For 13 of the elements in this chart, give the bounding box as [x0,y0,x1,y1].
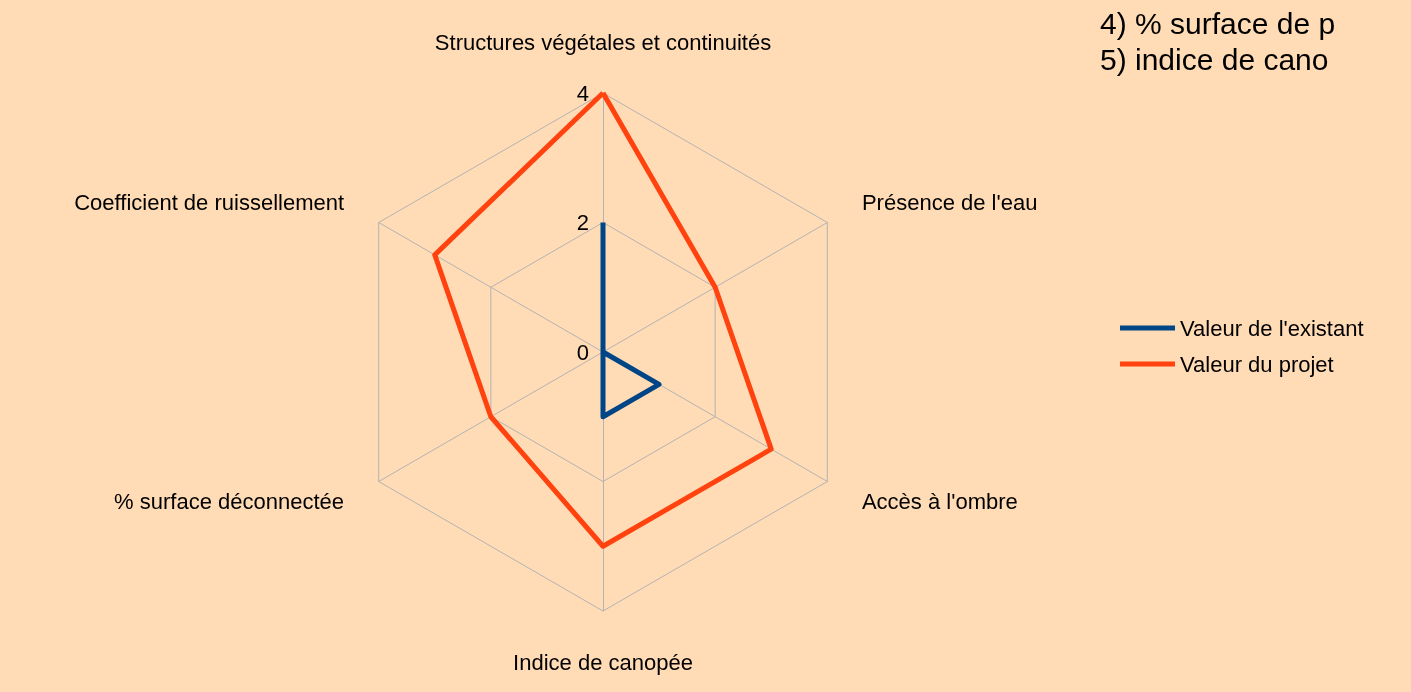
spoke-label: Accès à l'ombre [861,489,1018,514]
text: 4) % surface de p [1100,6,1336,40]
legend-label: Valeur de l'existant [1180,315,1364,341]
spoke-label: Structures végétales et continuités [434,29,772,55]
spoke-label: Indice de canopée [513,649,693,675]
text: 5) indice de cano [1100,42,1329,76]
spoke-label: Présence de l'eau [861,190,1038,215]
y-tick-label: 4 [576,80,589,106]
y-tick-label: 2 [576,210,589,235]
spoke-label: % surface déconnectée [114,489,345,514]
spoke-label: Coefficient de ruissellement [74,190,345,215]
y-tick-label: 0 [576,339,589,365]
legend-label: Valeur du projet [1180,351,1334,377]
